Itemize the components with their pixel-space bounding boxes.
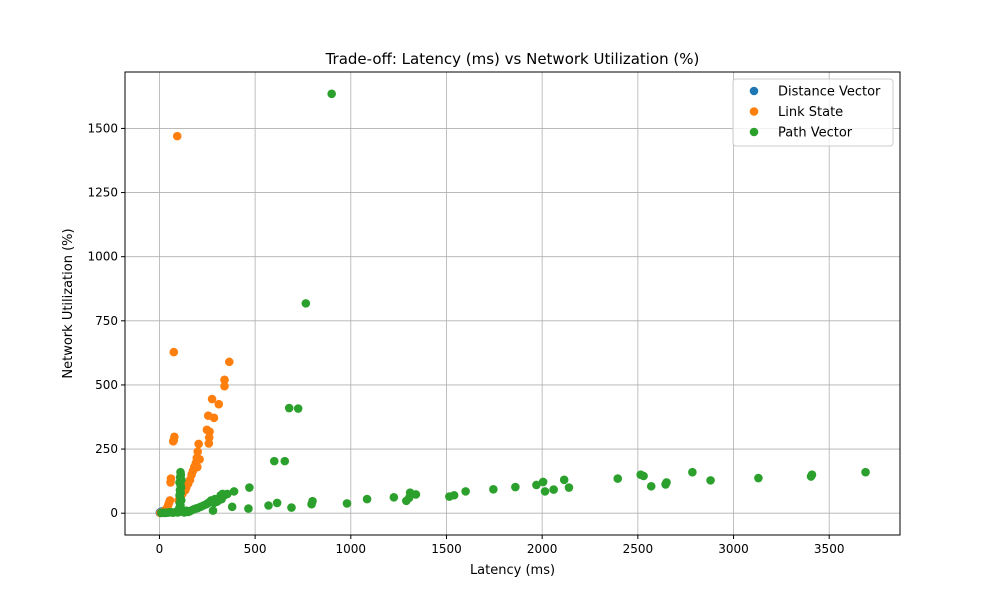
data-point xyxy=(636,470,646,480)
data-point xyxy=(220,375,229,385)
data-point xyxy=(559,475,569,485)
legend-entry: Path Vector xyxy=(778,126,853,141)
x-tick-label: 500 xyxy=(244,542,267,556)
data-points xyxy=(155,89,870,518)
data-point xyxy=(204,439,214,448)
plot-area-frame xyxy=(124,71,901,536)
data-point xyxy=(688,467,697,477)
data-point xyxy=(301,299,311,308)
data-point xyxy=(169,347,179,357)
legend: Distance Vector Link State Path Vector xyxy=(732,78,894,147)
y-tick-label: 750 xyxy=(95,314,118,328)
data-point xyxy=(220,381,229,391)
data-point xyxy=(245,483,254,492)
data-point xyxy=(269,456,279,466)
data-point xyxy=(806,472,816,481)
data-point xyxy=(172,131,182,141)
x-tick-label: 3000 xyxy=(718,542,749,556)
legend-entry: Distance Vector xyxy=(778,85,881,100)
data-point xyxy=(264,501,273,510)
y-axis-label: Network Utilization (%) xyxy=(61,228,76,378)
data-point xyxy=(307,499,316,509)
y-tick-label: 500 xyxy=(95,378,118,392)
x-tick-label: 2500 xyxy=(623,542,654,556)
data-point xyxy=(194,439,203,449)
legend-entry: Link State xyxy=(778,105,843,120)
data-point xyxy=(532,480,541,490)
data-point xyxy=(168,437,178,446)
x-tick-label: 1000 xyxy=(336,542,367,556)
data-point xyxy=(540,487,550,496)
x-tick-label: 3500 xyxy=(814,542,845,556)
y-tick-label: 1500 xyxy=(87,121,118,135)
data-point xyxy=(549,485,558,494)
y-tick-label: 250 xyxy=(95,442,118,456)
data-point xyxy=(193,447,203,456)
data-point xyxy=(401,496,411,506)
data-point xyxy=(284,403,294,413)
data-point xyxy=(157,508,166,518)
data-point xyxy=(229,487,239,496)
data-point xyxy=(208,506,218,515)
grid-lines xyxy=(125,72,900,535)
y-tick-label: 1250 xyxy=(87,186,118,200)
data-point xyxy=(207,394,217,404)
data-point xyxy=(613,474,623,483)
data-point xyxy=(489,485,498,494)
data-point xyxy=(461,487,470,496)
data-point xyxy=(327,89,336,99)
data-point xyxy=(646,481,656,491)
x-tick-label: 2000 xyxy=(527,542,558,556)
data-point xyxy=(227,502,237,512)
data-point xyxy=(861,467,870,477)
x-axis-label: Latency (ms) xyxy=(470,563,555,578)
data-point xyxy=(706,476,715,485)
data-point xyxy=(342,499,352,508)
data-point xyxy=(166,478,175,487)
legend-marker xyxy=(749,127,759,137)
y-tick-label: 1000 xyxy=(87,250,118,264)
data-point xyxy=(362,494,372,504)
data-point xyxy=(293,404,303,413)
axis-ticks: 0 500 1000 1500 2000 2500 3000 3500 0 250 500 750 10… xyxy=(87,121,844,556)
series-path-vector xyxy=(157,89,870,518)
data-point xyxy=(445,492,454,501)
x-tick-label: 0 xyxy=(156,542,164,556)
data-point xyxy=(272,498,282,508)
legend-marker xyxy=(749,107,759,116)
data-point xyxy=(280,456,290,466)
data-point xyxy=(214,399,224,409)
data-point xyxy=(287,503,296,512)
legend-marker xyxy=(749,86,759,96)
data-point xyxy=(564,483,574,492)
y-tick-label: 0 xyxy=(110,506,118,520)
data-point xyxy=(754,473,763,483)
data-point xyxy=(511,482,520,492)
data-point xyxy=(244,504,253,513)
chart-title: Trade-off: Latency (ms) vs Network Utili… xyxy=(325,50,700,68)
data-point xyxy=(209,413,219,423)
x-tick-label: 1500 xyxy=(431,542,462,556)
data-point xyxy=(661,480,670,489)
legend-box xyxy=(732,78,894,147)
data-point xyxy=(389,492,399,502)
data-point xyxy=(538,477,548,487)
data-point xyxy=(224,357,234,367)
